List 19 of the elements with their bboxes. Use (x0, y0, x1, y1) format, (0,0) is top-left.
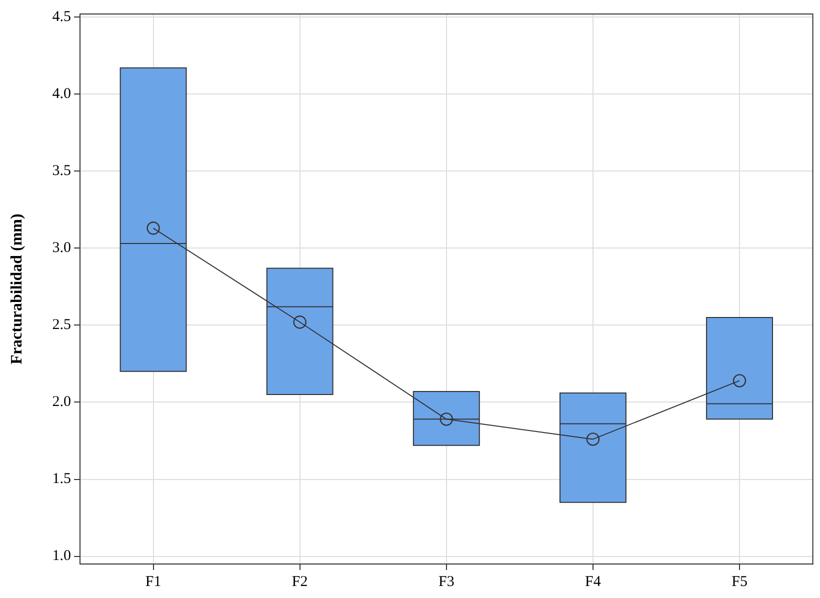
y-tick-label: 3.0 (52, 240, 71, 256)
y-tick-label: 2.5 (52, 317, 71, 334)
point (293, 316, 306, 329)
x-tick-label: F2 (292, 574, 308, 590)
point (146, 222, 160, 235)
point (440, 412, 453, 426)
y-tick-label: 2.0 (52, 394, 71, 410)
point (732, 374, 746, 388)
y-axis-title: Fracturabilidad (mm) (8, 214, 26, 364)
y-tick-label: 4.0 (52, 86, 71, 102)
x-tick-label: F1 (145, 574, 162, 590)
y-tick-label: 4.5 (52, 9, 71, 26)
x-tick-label: F5 (732, 574, 748, 590)
y-tick-label: 1.5 (52, 471, 71, 488)
point (586, 432, 600, 446)
x-tick-label: F4 (585, 574, 602, 590)
y-tick-label: 1.0 (52, 548, 71, 564)
y-tick-label: 3.5 (52, 163, 71, 180)
x-tick-label: F3 (438, 574, 454, 590)
